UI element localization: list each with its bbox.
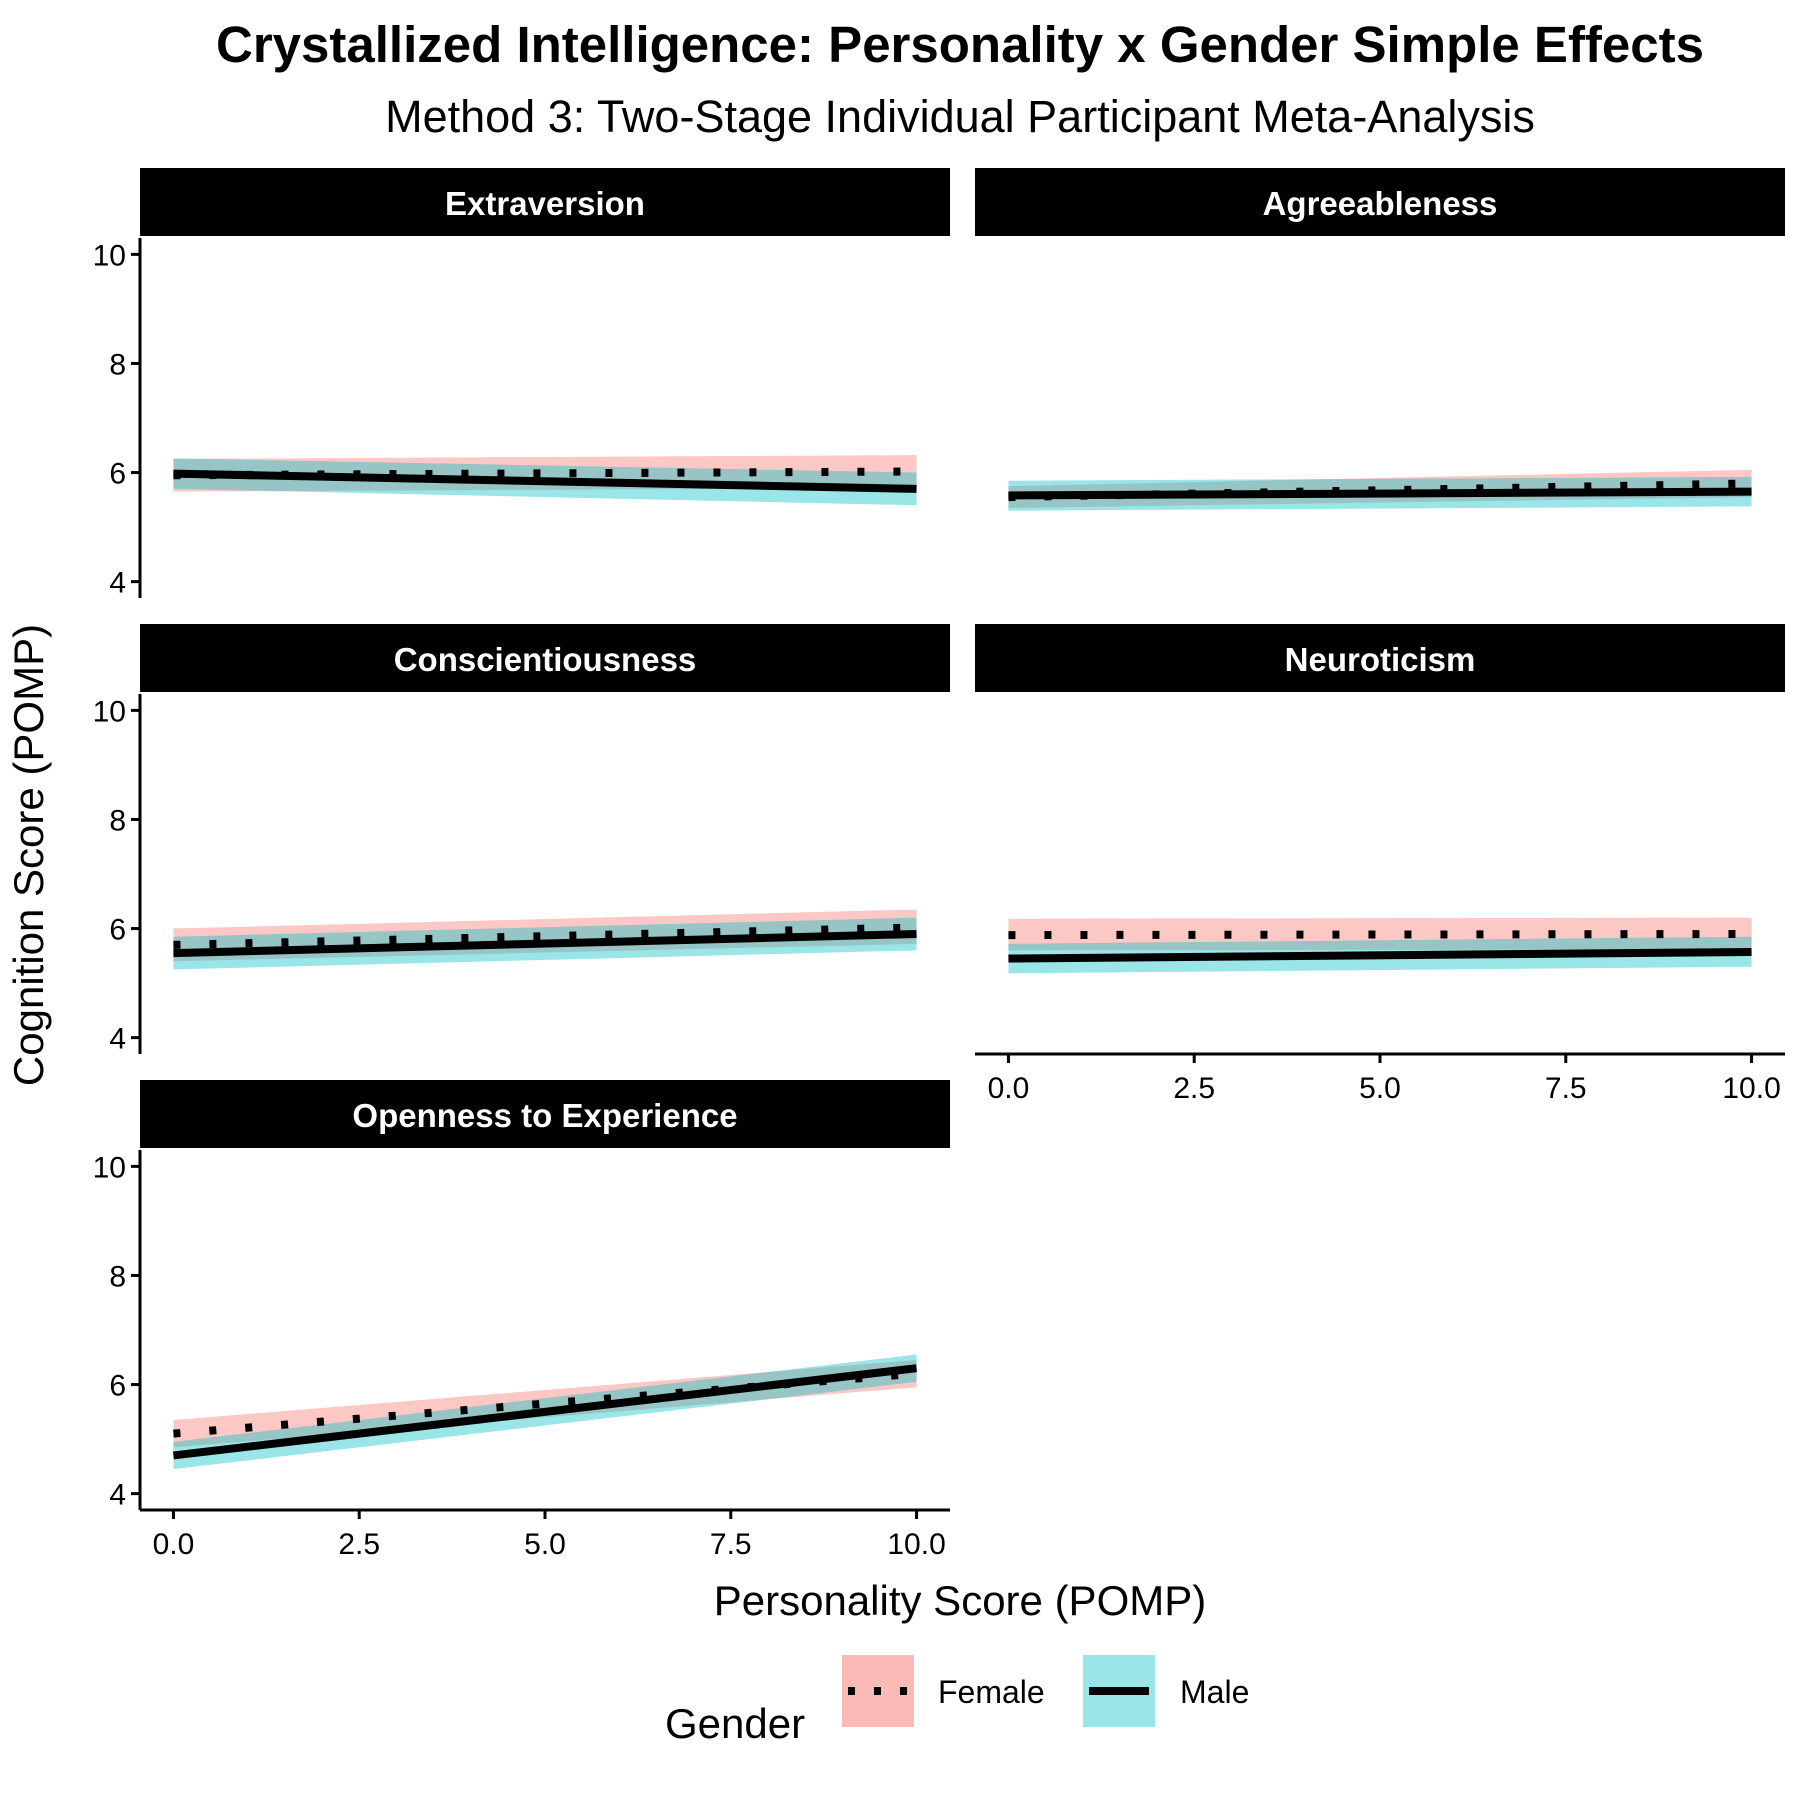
legend: Gender Female Male <box>665 1655 1249 1747</box>
panel-conscientiousness <box>173 909 917 970</box>
legend-label-female: Female <box>938 1674 1045 1710</box>
line-male-extraversion <box>173 469 917 493</box>
x-axis-title: Personality Score (POMP) <box>714 1577 1206 1624</box>
x-tick-label-7.5-neuroticism: 7.5 <box>1545 1072 1587 1105</box>
x-tick-label-10.0-neuroticism: 10.0 <box>1722 1072 1780 1105</box>
legend-title: Gender <box>665 1700 805 1747</box>
strip-label-conscientiousness: Conscientiousness <box>394 641 697 678</box>
x-tick-label-5.0-neuroticism: 5.0 <box>1359 1072 1401 1105</box>
line-male-openness-to-experience <box>172 1364 918 1460</box>
x-tick-label-7.5-openness-to-experience: 7.5 <box>710 1528 752 1561</box>
x-tick-label-0.0-neuroticism: 0.0 <box>988 1072 1030 1105</box>
strip-label-agreeableness: Agreeableness <box>1263 185 1498 222</box>
legend-label-male: Male <box>1180 1674 1249 1710</box>
y-tick-label-6-openness-to-experience: 6 <box>109 1370 126 1403</box>
y-tick-label-6-conscientiousness: 6 <box>109 914 126 947</box>
panel-extraversion <box>173 455 917 506</box>
ci-band-female-neuroticism <box>1008 917 1752 951</box>
chart-subtitle: Method 3: Two-Stage Individual Participa… <box>385 91 1535 142</box>
x-tick-label-0.0-openness-to-experience: 0.0 <box>153 1528 195 1561</box>
facet-panels: Extraversion 4 6 8 10 Agreeableness Conscienti… <box>93 168 1785 1561</box>
y-tick-label-8-extraversion: 8 <box>109 348 126 381</box>
strip-label-openness-to-experience: Openness to Experience <box>352 1097 737 1134</box>
y-tick-label-10-conscientiousness: 10 <box>93 695 126 728</box>
chart-title: Crystallized Intelligence: Personality x… <box>216 16 1704 73</box>
panel-agreeableness <box>1008 469 1752 511</box>
line-male-neuroticism <box>1008 948 1752 963</box>
strip-label-extraversion: Extraversion <box>445 185 645 222</box>
strip-agreeableness <box>975 168 1785 236</box>
strip-conscientiousness <box>140 624 950 692</box>
x-tick-label-10.0-openness-to-experience: 10.0 <box>887 1528 945 1561</box>
y-tick-label-6-extraversion: 6 <box>109 458 126 491</box>
strip-label-neuroticism: Neuroticism <box>1285 641 1476 678</box>
y-tick-label-8-openness-to-experience: 8 <box>109 1260 126 1293</box>
x-tick-label-2.5-neuroticism: 2.5 <box>1173 1072 1215 1105</box>
panel-neuroticism <box>1008 917 1752 974</box>
y-tick-label-4-openness-to-experience: 4 <box>109 1479 126 1512</box>
strip-openness-to-experience <box>140 1080 950 1148</box>
strip-neuroticism <box>975 624 1785 692</box>
y-tick-label-10-openness-to-experience: 10 <box>93 1151 126 1184</box>
line-male-conscientiousness <box>173 930 917 958</box>
ci-band-female-openness-to-experience <box>173 1360 917 1448</box>
y-tick-label-4-extraversion: 4 <box>109 567 126 600</box>
y-tick-label-10-extraversion: 10 <box>93 239 126 272</box>
line-male-agreeableness <box>1008 487 1752 500</box>
strip-extraversion <box>140 168 950 236</box>
y-tick-label-4-conscientiousness: 4 <box>109 1023 126 1056</box>
x-tick-label-5.0-openness-to-experience: 5.0 <box>524 1528 566 1561</box>
y-tick-label-8-conscientiousness: 8 <box>109 804 126 837</box>
x-tick-label-2.5-openness-to-experience: 2.5 <box>338 1528 380 1561</box>
y-axis-title: Cognition Score (POMP) <box>5 624 52 1086</box>
panel-openness-to-experience <box>172 1354 918 1470</box>
